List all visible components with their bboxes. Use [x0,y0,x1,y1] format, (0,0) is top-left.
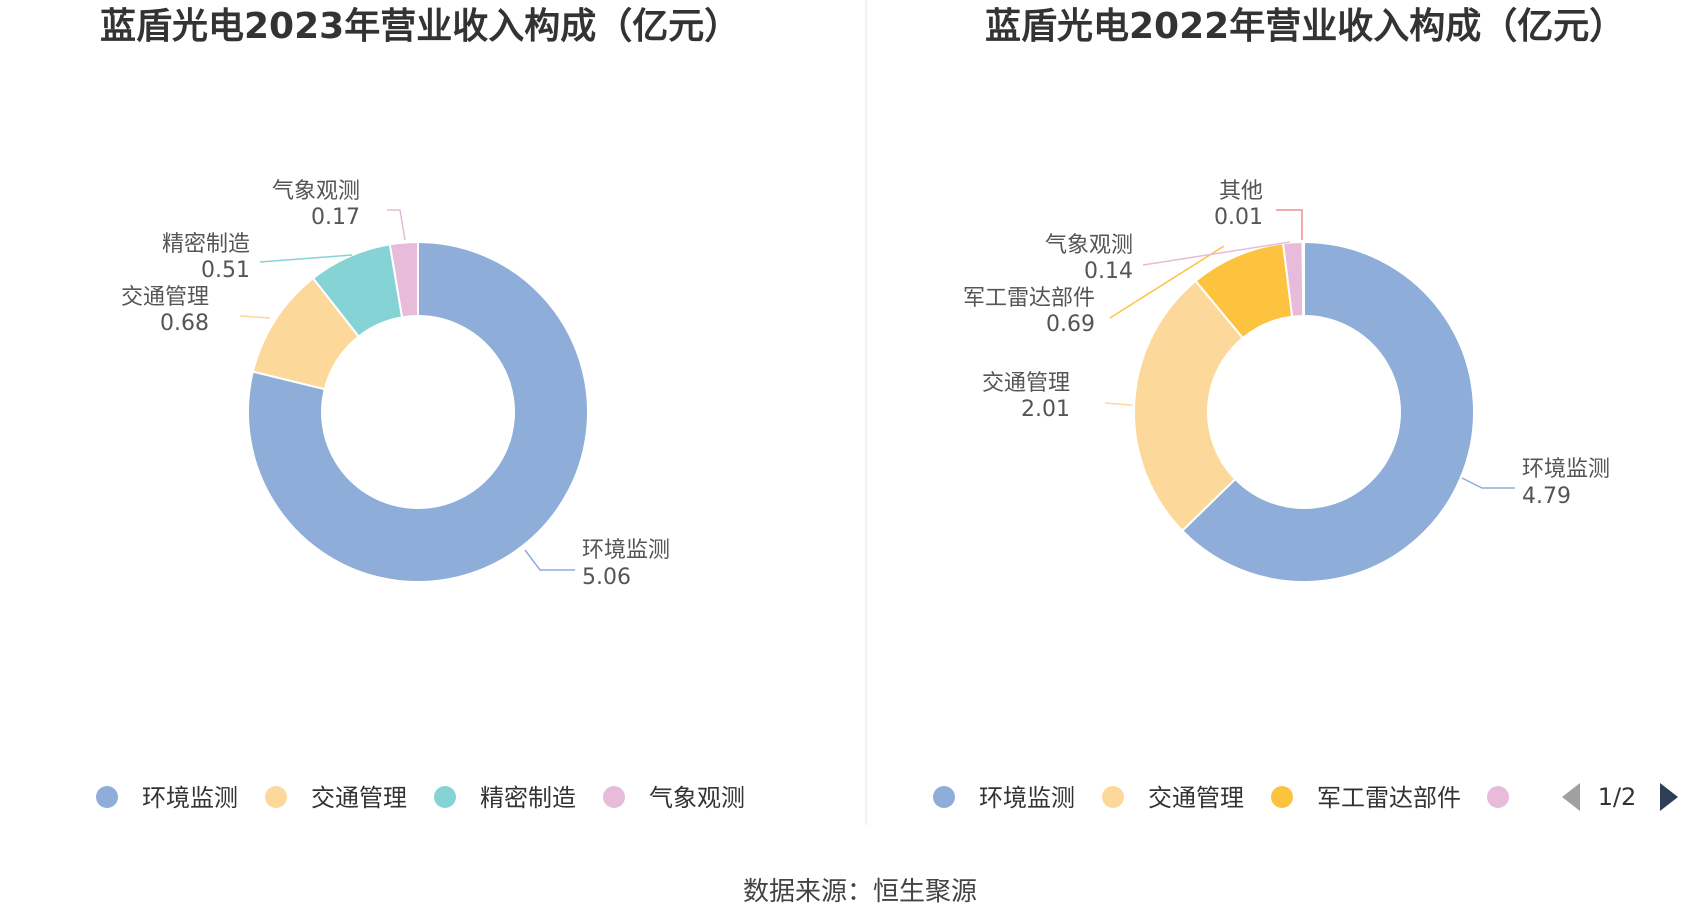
legend-pager: 1/2 [1598,783,1637,811]
slice-leader-line-1-4 [1276,209,1303,240]
slice-leader-line-0-0 [524,549,575,571]
data-source: 数据来源：恒生聚源 [743,877,977,907]
slice-label-value-1-0: 4.79 [1522,484,1571,509]
legend-2022: 环境监测 交通管理 军工雷达部件 [933,784,1509,812]
slice-leader-line-1-2 [1109,245,1225,319]
legend-label-1-2[interactable]: 军工雷达部件 [1317,784,1461,812]
donut-chart-2022 [1133,240,1475,583]
slice-label-name-1-4: 其他 [1219,179,1263,204]
legend-label-0-3[interactable]: 气象观测 [649,784,745,812]
slice-0-3[interactable] [388,240,419,319]
slice-leader-line-1-0 [1461,477,1515,489]
legend-prev-page-icon[interactable] [1562,783,1580,811]
slice-0-0[interactable] [247,240,589,583]
donut-chart-2023 [247,240,589,583]
slice-leader-line-0-2 [259,254,353,263]
slice-label-name-1-2: 军工雷达部件 [963,286,1095,311]
legend-marker-1-1[interactable] [1102,786,1124,808]
slice-label-name-0-0: 环境监测 [582,538,670,563]
slice-label-value-1-3: 0.14 [1084,259,1133,284]
slice-label-name-1-1: 交通管理 [982,371,1070,396]
slice-1-1[interactable] [1133,279,1245,533]
chart-title-2022: 蓝盾光电2022年营业收入构成（亿元） [985,6,1625,47]
legend-label-0-0[interactable]: 环境监测 [142,784,238,812]
legend-label-1-0[interactable]: 环境监测 [979,784,1075,812]
legend-label-0-2[interactable]: 精密制造 [480,784,576,812]
slice-label-value-0-0: 5.06 [582,565,631,590]
slice-label-value-0-3: 0.17 [311,205,360,230]
slice-label-value-1-2: 0.69 [1046,312,1095,337]
legend-marker-0-0[interactable] [96,786,118,808]
slice-leader-line-0-3 [387,209,406,241]
legend-2023: 环境监测 交通管理 精密制造 气象观测 [96,784,745,812]
slice-1-4[interactable] [1301,240,1305,318]
legend-marker-1-0[interactable] [933,786,955,808]
legend-label-0-1[interactable]: 交通管理 [311,784,407,812]
slice-label-value-1-1: 2.01 [1021,397,1070,422]
legend-marker-1-2[interactable] [1271,786,1293,808]
slice-label-value-0-2: 0.51 [201,258,250,283]
legend-marker-0-1[interactable] [265,786,287,808]
slice-label-value-0-1: 0.68 [160,311,209,336]
legend-marker-1-3[interactable] [1487,786,1509,808]
slice-leader-line-1-3 [1142,241,1291,266]
slice-label-value-1-4: 0.01 [1214,205,1263,230]
legend-marker-0-2[interactable] [434,786,456,808]
slice-label-name-1-0: 环境监测 [1522,457,1610,482]
slice-label-name-0-1: 交通管理 [121,285,209,310]
slice-leader-line-0-1 [239,315,271,319]
legend-label-1-1[interactable]: 交通管理 [1148,784,1244,812]
slice-label-name-0-3: 气象观测 [272,179,360,204]
slice-label-name-1-3: 气象观测 [1045,233,1133,258]
legend-marker-0-3[interactable] [603,786,625,808]
slice-1-0[interactable] [1180,240,1475,583]
chart-title-2023: 蓝盾光电2023年营业收入构成（亿元） [100,6,740,47]
legend-next-page-icon[interactable] [1660,783,1678,811]
slice-label-name-0-2: 精密制造 [162,232,250,257]
slice-leader-line-1-1 [1104,402,1133,406]
